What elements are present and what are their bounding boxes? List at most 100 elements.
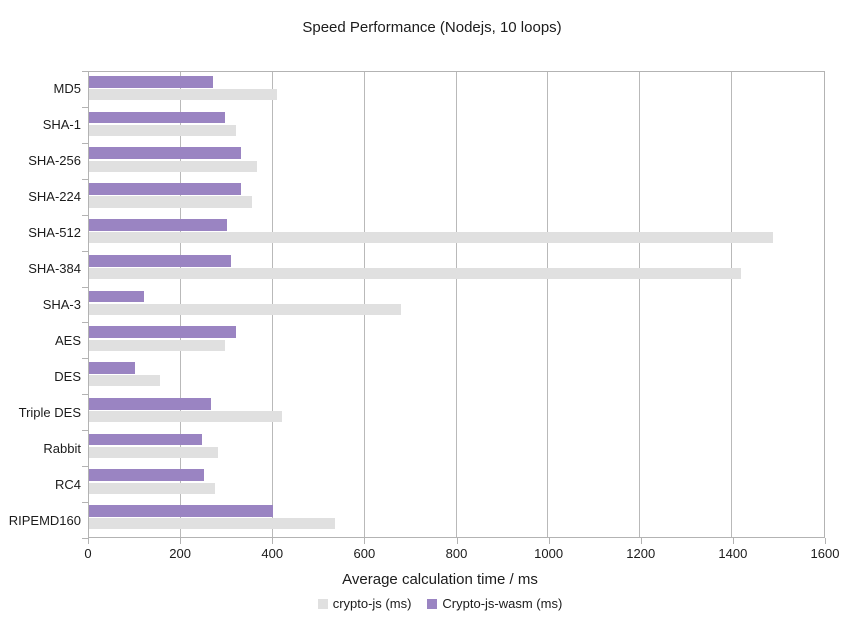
x-tick-label-1200: 1200 [626,546,656,561]
y-label-DES: DES [54,368,81,384]
y-label-SHA-1: SHA-1 [42,117,81,133]
bar-SHA-224-crypto-js-ms- [89,196,253,208]
x-tick-mark-200 [180,538,181,544]
bar-Triple DES-crypto-js-wasm-ms- [89,397,211,410]
y-label-SHA-256: SHA-256 [28,153,81,169]
gridline-x-1000 [547,72,549,537]
category-band-DES [89,358,824,394]
y-tick-mark [82,251,88,252]
bar-SHA-512-crypto-js-wasm-ms- [89,218,227,231]
x-tick-mark-400 [272,538,273,544]
y-tick-mark [82,287,88,288]
x-tick-label-1600: 1600 [810,546,840,561]
x-tick-label-400: 400 [261,546,284,561]
y-tick-mark [82,322,88,323]
y-label-Rabbit: Rabbit [43,440,81,456]
x-tick-label-600: 600 [353,546,376,561]
bar-MD5-crypto-js-wasm-ms- [89,75,214,88]
x-tick-mark-1400 [733,538,734,544]
bar-SHA-1-crypto-js-ms- [89,124,236,136]
legend-swatch-icon [427,598,438,609]
category-band-RC4 [89,465,824,501]
bar-SHA-1-crypto-js-wasm-ms- [89,111,225,124]
x-tick-mark-1000 [549,538,550,544]
y-tick-mark [82,143,88,144]
y-tick-mark [82,466,88,467]
x-tick-label-800: 800 [445,546,468,561]
bar-SHA-224-crypto-js-wasm-ms- [89,183,241,196]
y-tick-mark [82,538,88,539]
x-tick-mark-800 [457,538,458,544]
category-band-AES [89,322,824,358]
legend-item-crypto-js-ms-: crypto-js (ms) [317,596,412,611]
bar-AES-crypto-js-ms- [89,339,225,351]
bar-Rabbit-crypto-js-wasm-ms- [89,433,202,446]
category-band-RIPEMD160 [89,501,824,537]
bar-RC4-crypto-js-ms- [89,482,216,494]
x-tick-label-0: 0 [84,546,92,561]
x-axis-title: Average calculation time / ms [342,571,538,588]
bar-SHA-384-crypto-js-ms- [89,268,742,280]
y-axis-labels: MD5 SHA-1 SHA-256 SHA-224 SHA-512 SHA-384 SHA-… [0,71,81,538]
x-tick-mark-1200 [641,538,642,544]
chart-title: Speed Performance (Nodejs, 10 loops) [302,19,562,36]
bar-MD5-crypto-js-ms- [89,89,278,101]
y-label-Triple DES: Triple DES [18,404,81,420]
bar-RIPEMD160-crypto-js-wasm-ms- [89,505,273,517]
category-band-SHA-3 [89,287,824,323]
bar-RC4-crypto-js-wasm-ms- [89,469,204,482]
y-label-AES: AES [54,332,81,348]
bar-SHA-256-crypto-js-ms- [89,160,257,172]
bar-DES-crypto-js-wasm-ms- [89,362,135,374]
x-tick-label-200: 200 [169,546,191,561]
legend-label: Crypto-js-wasm (ms) [442,596,563,611]
legend-item-crypto-js-wasm-ms-: Crypto-js-wasm (ms) [427,596,562,611]
category-band-SHA-224 [89,179,824,215]
bar-Triple DES-crypto-js-ms- [89,411,282,423]
plot-area [88,71,825,538]
bar-SHA-256-crypto-js-wasm-ms- [89,147,241,160]
y-tick-mark [82,107,88,108]
y-label-SHA-512: SHA-512 [28,225,81,241]
bar-SHA-3-crypto-js-wasm-ms- [89,290,145,303]
bar-SHA-512-crypto-js-ms- [89,232,774,244]
category-band-SHA-384 [89,251,824,287]
category-band-Triple DES [89,394,824,430]
y-tick-mark [82,430,88,431]
x-tick-mark-1600 [825,538,826,544]
x-tick-mark-0 [88,538,89,544]
bar-AES-crypto-js-wasm-ms- [89,326,236,339]
bar-SHA-384-crypto-js-wasm-ms- [89,254,232,267]
x-tick-label-1000: 1000 [534,546,564,561]
gridline-x-1200 [639,72,641,537]
category-band-SHA-256 [89,144,824,180]
legend: crypto-js (ms) Crypto-js-wasm (ms) [8,596,864,611]
bar-Rabbit-crypto-js-ms- [89,446,218,458]
bar-RIPEMD160-crypto-js-ms- [89,518,335,530]
x-tick-mark-600 [364,538,365,544]
category-band-SHA-512 [89,215,824,251]
y-tick-mark [82,394,88,395]
y-tick-mark [82,179,88,180]
x-tick-label-1400: 1400 [718,546,748,561]
bar-SHA-3-crypto-js-ms- [89,303,402,315]
y-label-RIPEMD160: RIPEMD160 [8,512,81,528]
y-label-SHA-224: SHA-224 [28,189,81,205]
category-band-SHA-1 [89,108,824,144]
y-tick-mark [82,502,88,503]
y-label-MD5: MD5 [53,81,81,97]
legend-label: crypto-js (ms) [332,596,412,611]
bar-DES-crypto-js-ms- [89,375,161,387]
category-band-Rabbit [89,430,824,466]
y-label-SHA-3: SHA-3 [42,296,81,312]
y-tick-mark [82,358,88,359]
y-tick-mark [82,71,88,72]
y-tick-mark [82,215,88,216]
gridline-x-1400 [731,72,733,537]
x-axis-tick-labels: 0 200 400 600 800 1000 1200 1400 1600 [84,546,839,562]
category-band-MD5 [89,72,824,108]
legend-swatch-icon [317,598,328,609]
gridline-x-800 [455,72,457,537]
y-label-SHA-384: SHA-384 [28,261,81,277]
